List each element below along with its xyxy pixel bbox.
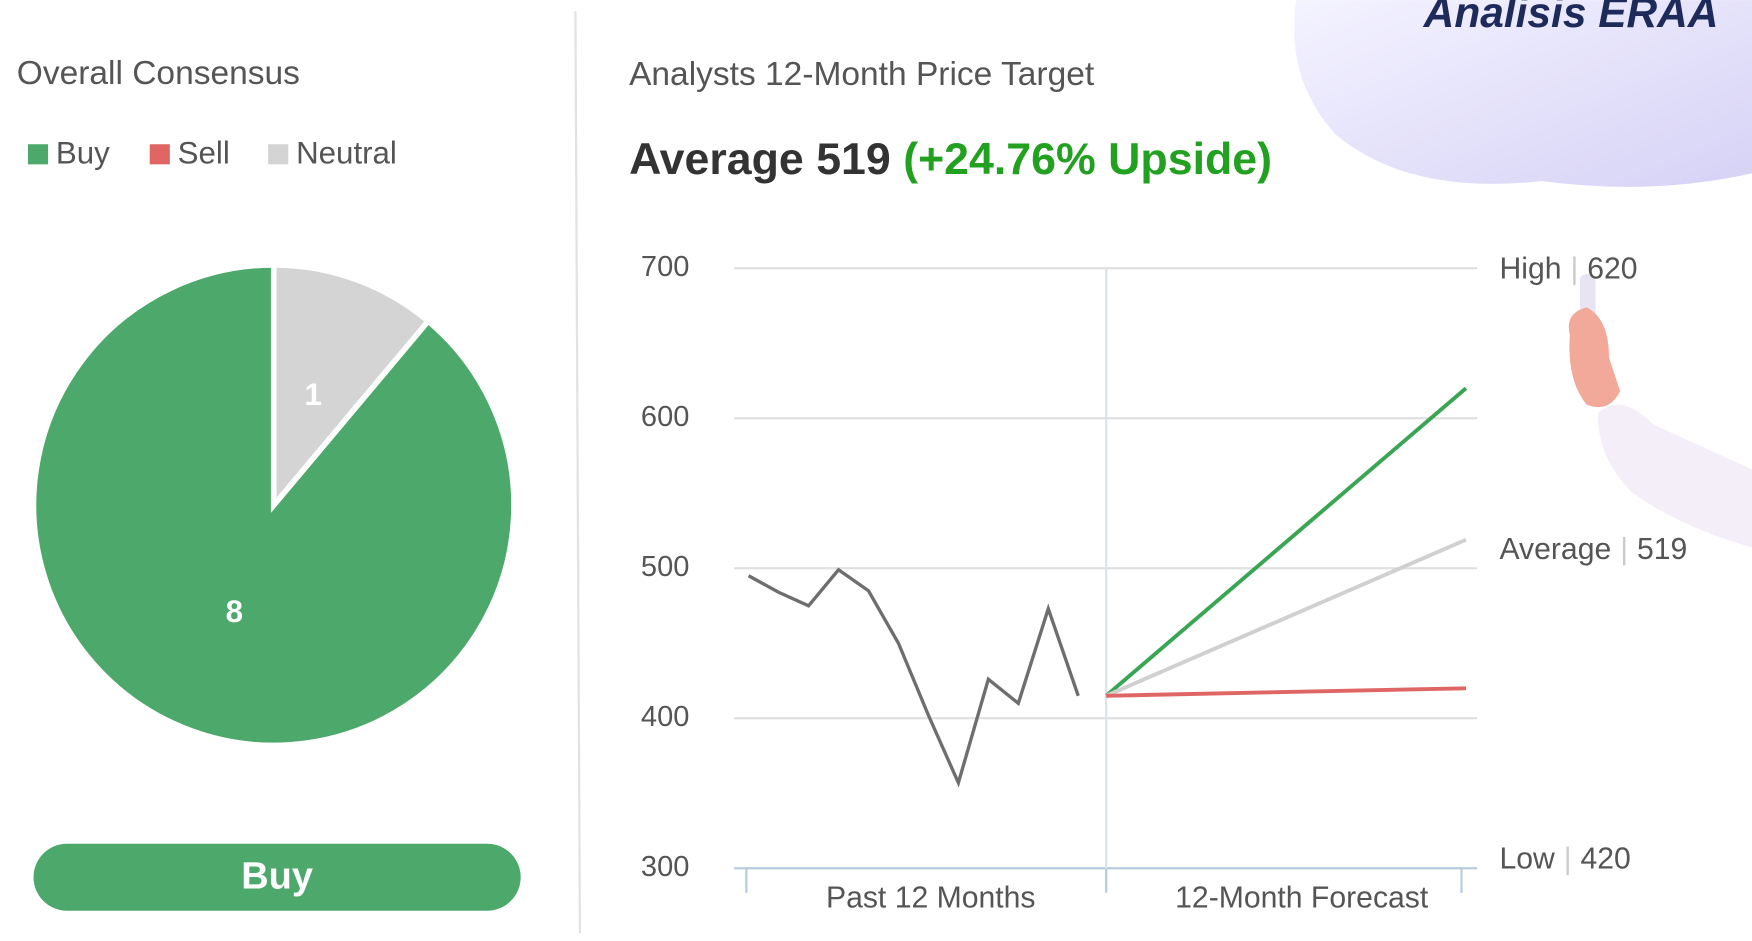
forecast-label: High | 620 (1499, 252, 1637, 285)
legend-label: Sell (178, 136, 230, 171)
legend-swatch (150, 144, 170, 164)
forecast-line (1106, 540, 1466, 696)
separator: | (1620, 533, 1628, 566)
forecast-label: Low | 420 (1499, 842, 1630, 875)
subtitle-upside: (+24.76% Upside) (903, 135, 1272, 184)
forecast-label: Average | 519 (1499, 533, 1687, 566)
y-tick-label: 300 (641, 851, 689, 883)
y-tick-label: 400 (641, 701, 689, 733)
pie-label: 1 (304, 377, 321, 412)
watermark: Analisis ERAA (1423, 0, 1719, 36)
legend-swatch (28, 144, 48, 164)
legend-swatch (268, 144, 288, 164)
consensus-label: Buy (241, 855, 313, 897)
separator: | (1564, 842, 1572, 875)
legend-label: Buy (56, 136, 110, 171)
y-tick-label: 600 (641, 401, 689, 433)
separator: | (1570, 252, 1578, 285)
value-label: 519 (1637, 533, 1687, 566)
subtitle-main: Average 519 (629, 135, 891, 184)
y-tick-label: 500 (641, 551, 689, 583)
pie-label: 8 (226, 594, 243, 629)
line-title: Analysts 12-Month Price Target (629, 56, 1095, 93)
screen: Analisis ERAA Overall Consensus Analysts… (0, 0, 1752, 941)
forecast-line (1106, 388, 1466, 696)
x-category-label: Past 12 Months (826, 882, 1036, 915)
x-category-label: 12-Month Forecast (1175, 882, 1429, 915)
value-label: 420 (1581, 842, 1631, 875)
value-label: 620 (1587, 252, 1637, 285)
legend-name: Low (1499, 842, 1555, 875)
legend-name: Average (1499, 533, 1611, 566)
legend-label: Neutral (296, 136, 397, 171)
forecast-line (1106, 688, 1466, 696)
panel-divider (575, 11, 579, 933)
legend-name: High (1499, 252, 1561, 285)
hand-illustration (1569, 274, 1752, 548)
history-line (749, 570, 1079, 783)
subtitle: Average 519 (+24.76% Upside) (629, 135, 1272, 184)
pie-title: Overall Consensus (17, 55, 300, 92)
y-tick-label: 700 (641, 251, 689, 283)
